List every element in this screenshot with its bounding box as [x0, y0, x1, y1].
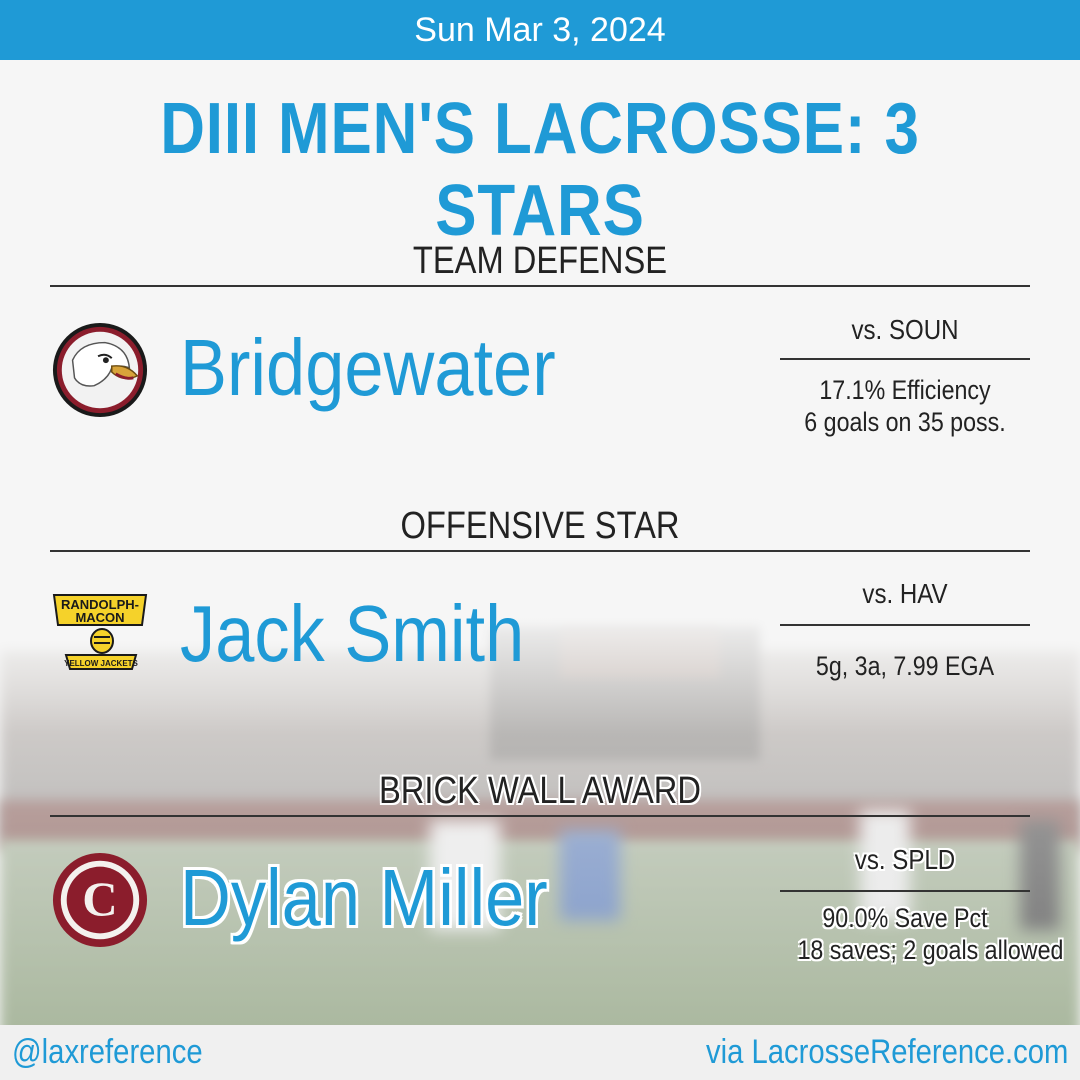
- c-letter-logo-icon: C: [50, 850, 150, 950]
- section-heading-team-defense: TEAM DEFENSE: [412, 240, 668, 282]
- player-name-jack-smith: Jack Smith: [180, 589, 525, 678]
- section-divider: [50, 550, 1030, 552]
- stat-box-team-defense: vs. SOUN 17.1% Efficiency 6 goals on 35 …: [780, 308, 1030, 438]
- stat-box-brick-wall: vs. SPLD 90.0% Save Pct 18 saves; 2 goal…: [780, 838, 1064, 966]
- website-link[interactable]: via LacrosseReference.com: [705, 1033, 1068, 1071]
- team-name-bridgewater: Bridgewater: [180, 323, 556, 412]
- section-divider: [50, 815, 1030, 817]
- bridgewater-eagle-logo-icon: [50, 320, 150, 420]
- stat-line-efficiency: 17.1% Efficiency: [819, 375, 991, 405]
- footer-bar: @laxreference via LacrosseReference.com: [0, 1025, 1080, 1080]
- page-title: DIII MEN'S LACROSSE: 3 STARS: [160, 89, 920, 251]
- svg-text:RANDOLPH-: RANDOLPH-: [61, 597, 139, 612]
- stat-box-offensive-star: vs. HAV 5g, 3a, 7.99 EGA: [780, 572, 1030, 682]
- stat-line-save-pct: 90.0% Save Pct: [822, 903, 988, 933]
- stat-divider: [780, 624, 1030, 626]
- opponent-label: vs. SOUN: [851, 314, 959, 345]
- svg-text:MACON: MACON: [75, 610, 124, 625]
- stat-line-goals: 6 goals on 35 poss.: [804, 407, 1006, 437]
- stat-line-saves: 18 saves; 2 goals allowed: [797, 935, 1064, 965]
- svg-text:C: C: [82, 872, 117, 927]
- stat-line-goals-assists: 5g, 3a, 7.99 EGA: [815, 651, 995, 681]
- date-bar: Sun Mar 3, 2024: [0, 0, 1080, 60]
- opponent-label: vs. SPLD: [854, 844, 956, 875]
- opponent-label: vs. HAV: [862, 578, 948, 609]
- randolph-macon-yellow-jackets-logo-icon: RANDOLPH- MACON YELLOW JACKETS: [50, 585, 150, 675]
- section-divider: [50, 285, 1030, 287]
- date-text: Sun Mar 3, 2024: [414, 10, 666, 49]
- stat-divider: [780, 890, 1030, 892]
- twitter-handle-link[interactable]: @laxreference: [12, 1033, 203, 1071]
- section-heading-brick-wall-award: BRICK WALL AWARD: [378, 770, 702, 812]
- player-name-dylan-miller: Dylan Miller: [180, 853, 548, 942]
- svg-text:YELLOW JACKETS: YELLOW JACKETS: [64, 659, 138, 668]
- section-heading-offensive-star: OFFENSIVE STAR: [400, 505, 680, 547]
- stat-divider: [780, 358, 1030, 360]
